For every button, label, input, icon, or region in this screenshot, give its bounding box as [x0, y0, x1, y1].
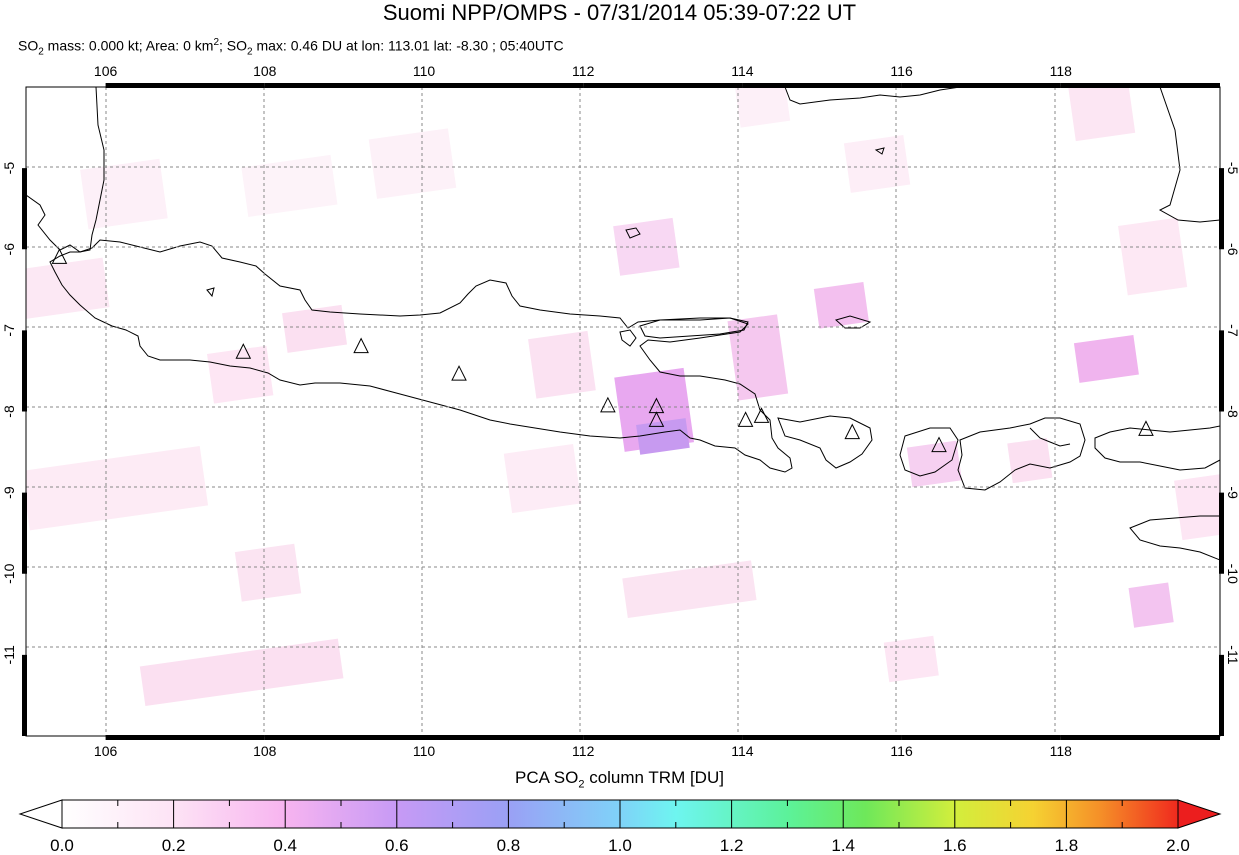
lat-tick-label: -8	[1, 405, 17, 418]
lon-tick-label: 112	[572, 743, 595, 759]
frame-bar	[22, 654, 27, 736]
frame-bar	[105, 735, 265, 740]
lat-tick-label: -9	[1, 486, 17, 499]
frame-bar	[424, 83, 584, 88]
lon-tick-label: 116	[890, 743, 913, 759]
lat-tick-label: -6	[1, 243, 17, 256]
frame-bar	[583, 735, 743, 740]
frame-bar	[22, 168, 27, 250]
lat-tick-label: -11	[1225, 645, 1239, 664]
frame-bar	[22, 492, 27, 574]
frame-bar	[264, 735, 424, 740]
colorbar-tick-label: 0.2	[162, 836, 186, 855]
volcano-marker	[51, 248, 68, 264]
volcano-marker	[451, 365, 467, 381]
frame-bar	[742, 83, 902, 88]
frame-bar	[901, 735, 1061, 740]
lon-tick-label: 108	[253, 743, 277, 759]
frame-bar	[1060, 83, 1220, 88]
lon-tick-label: 108	[253, 63, 277, 79]
frame-bar	[901, 83, 1061, 88]
frame-bar	[583, 83, 743, 88]
colorbar-label: PCA SO2 column TRM [DU]	[515, 768, 724, 791]
volcano-marker	[753, 407, 770, 423]
colorbar: 0.0 0.2 0.4 0.6 0.8 1.0 1.2 1.4 1.6 1.8 2.0	[18, 799, 1222, 855]
lat-tick-label: -6	[1225, 243, 1239, 256]
volcano-marker	[648, 411, 665, 427]
volcano-marker	[737, 411, 754, 427]
lon-tick-label: 106	[94, 743, 118, 759]
colorbar-tick-label: 1.8	[1055, 836, 1079, 855]
volcano-markers	[51, 248, 1154, 453]
colorbar-tick-label: 0.4	[273, 836, 297, 855]
volcano-marker	[931, 436, 947, 453]
lat-tick-label: -11	[1, 645, 17, 664]
lon-tick-label: 110	[413, 63, 436, 79]
lon-tick-label: 114	[731, 743, 754, 759]
lon-tick-label: 112	[572, 63, 595, 79]
volcano-marker	[600, 396, 616, 413]
lat-tick-label: -5	[1225, 162, 1239, 175]
frame-bar	[22, 330, 27, 412]
latitude-labels-right: -5 -6 -7 -8 -9 -10 -11	[1225, 162, 1239, 665]
frame-bar	[424, 735, 584, 740]
longitude-labels-bottom: 106 108 110 112 114 116 118	[94, 743, 1072, 759]
colorbar-over-arrow	[1177, 799, 1222, 829]
colorbar-tick-label: 0.0	[50, 836, 74, 855]
lon-tick-label: 110	[413, 743, 436, 759]
lon-tick-label: 116	[890, 63, 913, 79]
map-grid	[26, 87, 1220, 736]
volcano-marker	[844, 423, 861, 440]
colorbar-under-arrow	[18, 799, 63, 829]
frame-bar	[1219, 168, 1224, 250]
latitude-labels-left: -5 -6 -7 -8 -9 -10 -11	[1, 162, 17, 665]
colorbar-tick-label: 0.8	[497, 836, 521, 855]
lat-tick-label: -7	[1225, 324, 1239, 337]
frame-bar	[1060, 735, 1220, 740]
lon-tick-label: 118	[1050, 743, 1073, 759]
lat-tick-label: -5	[1, 162, 17, 175]
map-title: Suomi NPP/OMPS - 07/31/2014 05:39-07:22 …	[382, 0, 857, 25]
volcano-marker	[353, 337, 369, 354]
so2-summary: SO2 mass: 0.000 kt; Area: 0 km2; SO2 max…	[18, 37, 564, 58]
lon-tick-label: 114	[731, 63, 754, 79]
lat-tick-label: -10	[1225, 564, 1239, 584]
frame-bar	[1219, 654, 1224, 736]
so2-field	[26, 87, 1220, 707]
colorbar-tick-label: 0.6	[385, 836, 409, 855]
frame-bar	[264, 83, 424, 88]
frame-bar	[1219, 492, 1224, 574]
lat-tick-label: -10	[1, 563, 17, 583]
frame-bar	[1219, 330, 1224, 412]
lat-tick-label: -7	[1, 324, 17, 337]
colorbar-tick-label: 1.2	[720, 836, 744, 855]
frame-bar	[742, 735, 902, 740]
lat-tick-label: -9	[1225, 486, 1239, 499]
colorbar-tick-label: 1.0	[608, 836, 632, 855]
colorbar-tick-label: 1.4	[831, 836, 855, 855]
frame-bar	[105, 83, 265, 88]
volcano-marker	[1138, 420, 1154, 436]
lon-tick-label: 106	[94, 63, 118, 79]
colorbar-tick-label: 1.6	[943, 836, 967, 855]
colorbar-tick-label: 2.0	[1166, 836, 1190, 855]
lat-tick-label: -8	[1225, 405, 1239, 418]
longitude-labels-top: 106 108 110 112 114 116 118	[94, 63, 1072, 79]
volcano-marker	[235, 343, 252, 359]
map-frame	[22, 83, 1224, 740]
lon-tick-label: 118	[1050, 63, 1073, 79]
